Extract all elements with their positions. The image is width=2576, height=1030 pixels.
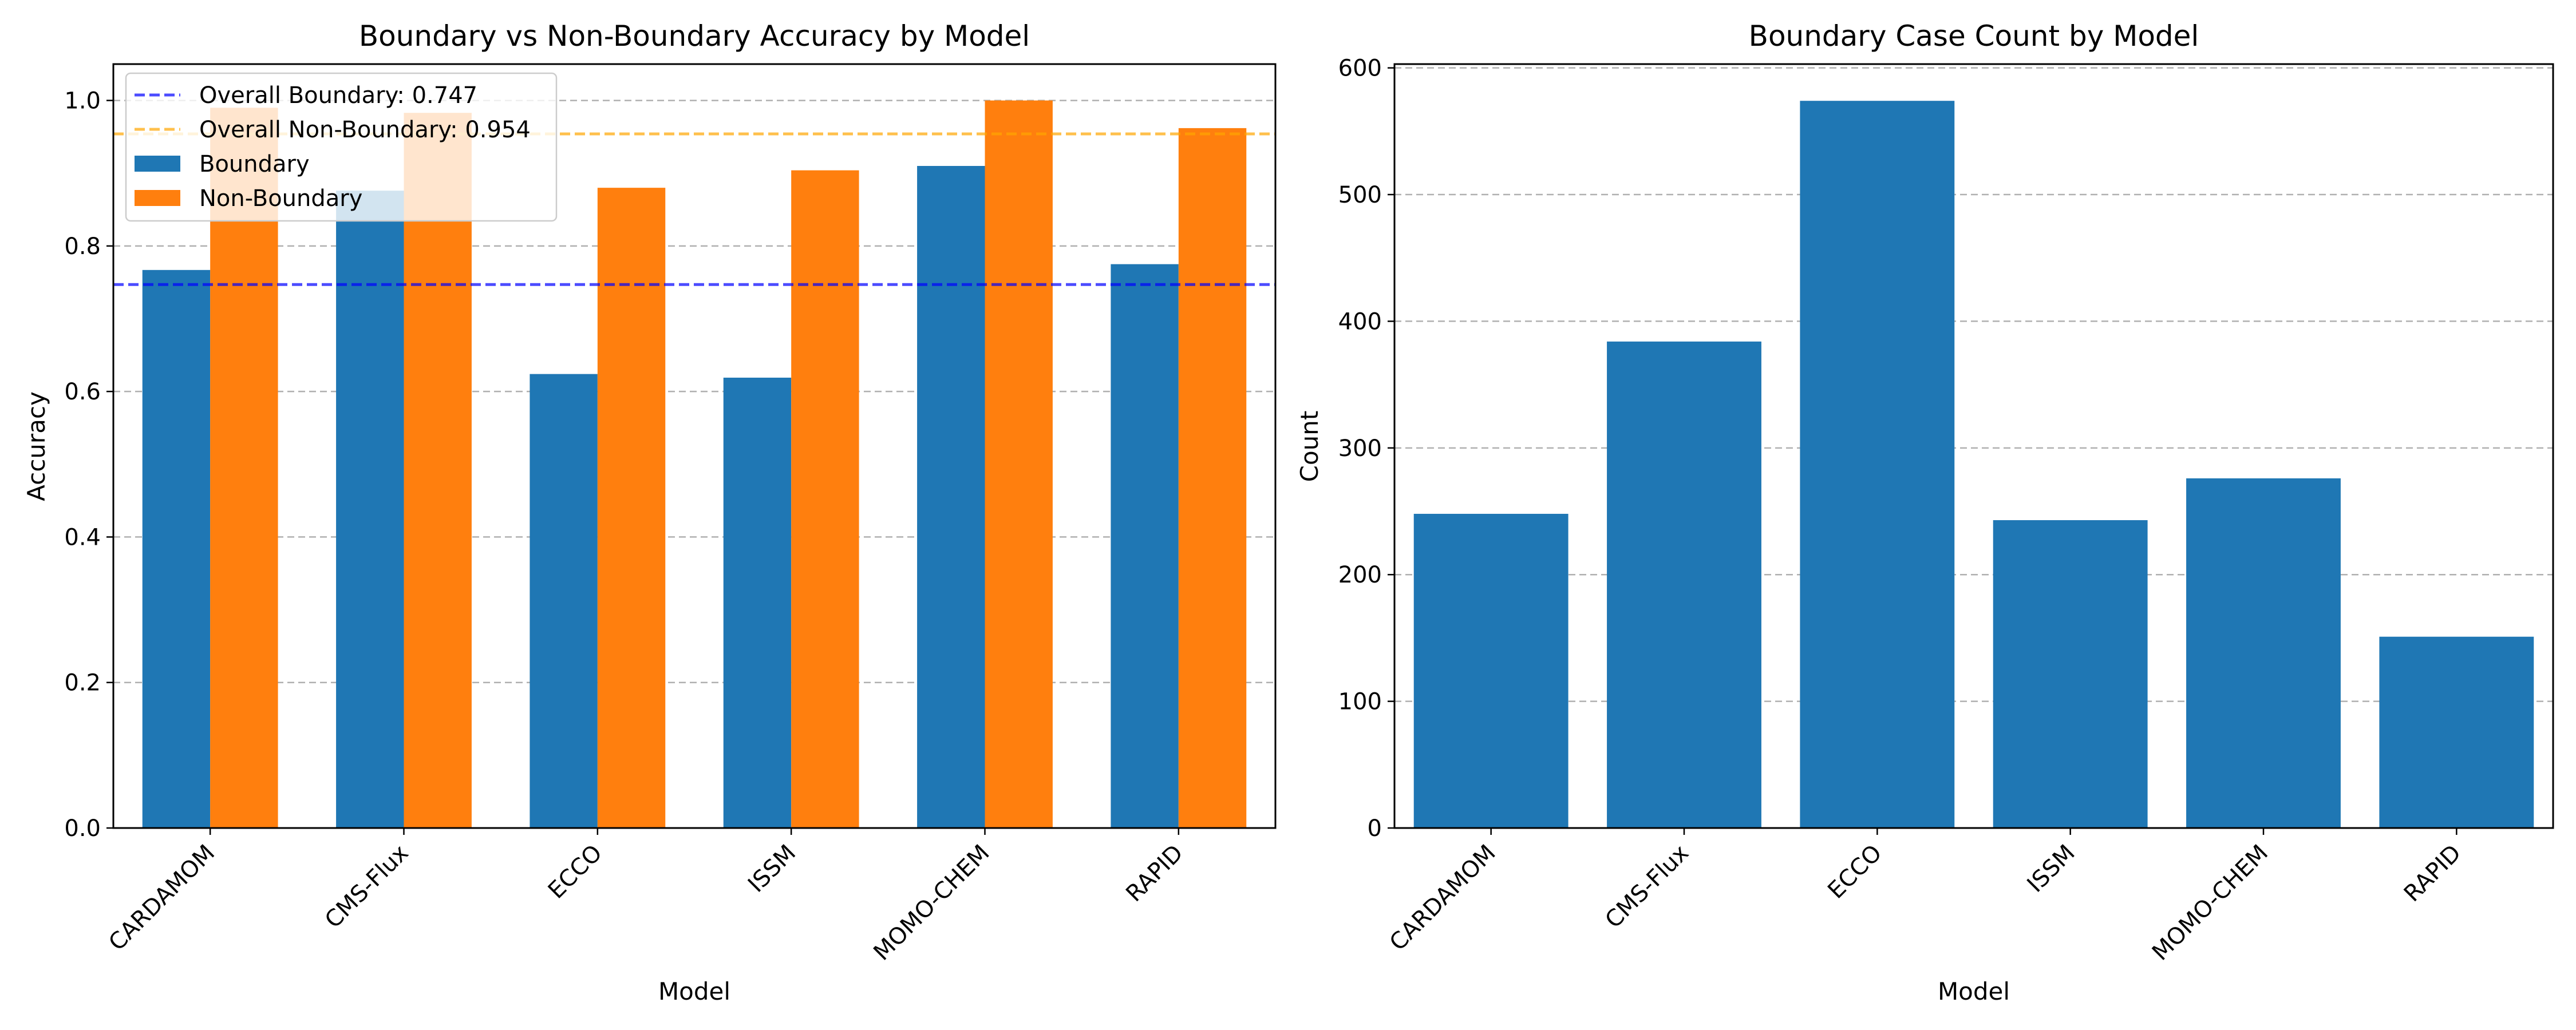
y-tick-label: 300 <box>1338 435 1382 462</box>
y-tick-label: 0.0 <box>64 815 101 842</box>
count-y-axis-label: Count <box>1295 411 1323 482</box>
bar-non-boundary-momo-chem <box>985 100 1053 829</box>
bar-non-boundary-issm <box>791 170 859 829</box>
legend-label: Overall Boundary: 0.747 <box>199 82 477 109</box>
accuracy-chart: 0.00.20.40.60.81.0 CARDAMOM CMS-Flux ECCO I… <box>22 19 1277 1005</box>
bar-boundary-cms-flux <box>336 191 404 829</box>
bar-count-momo-chem <box>2186 478 2341 828</box>
legend-label: Overall Non-Boundary: 0.954 <box>199 117 531 143</box>
y-tick-label: 200 <box>1338 562 1382 588</box>
accuracy-plot-frame <box>112 63 1277 829</box>
bar-count-ecco <box>1800 101 1955 828</box>
legend-box <box>125 72 558 222</box>
accuracy-x-axis-label: Model <box>658 977 730 1005</box>
y-tick-label: 1.0 <box>64 88 101 114</box>
bar-non-boundary-rapid <box>1178 128 1247 828</box>
count-chart-title: Boundary Case Count by Model <box>1749 19 2199 53</box>
bar-boundary-momo-chem <box>917 166 985 828</box>
y-tick-label: 400 <box>1338 308 1382 335</box>
y-tick-label: 0.2 <box>64 670 101 696</box>
accuracy-chart-title: Boundary vs Non-Boundary Accuracy by Mod… <box>359 19 1030 53</box>
y-tick-label: 0.4 <box>64 524 101 550</box>
legend-patch-swatch <box>135 156 180 172</box>
accuracy-y-axis-label: Accuracy <box>22 391 50 501</box>
bar-boundary-rapid <box>1111 264 1179 829</box>
legend-patch-swatch <box>135 190 180 206</box>
count-x-axis-label: Model <box>1938 977 2010 1005</box>
accuracy-y-axis: 0.0 0.2 0.4 0.6 0.8 1.0 <box>64 88 113 842</box>
bar-boundary-ecco <box>530 374 598 828</box>
accuracy-bars <box>142 100 1247 829</box>
y-tick-label: 0 <box>1368 815 1382 842</box>
bar-count-issm <box>1993 520 2148 828</box>
bar-boundary-cardamom <box>142 270 211 828</box>
bar-non-boundary-cms-flux <box>404 113 472 829</box>
bar-count-cms-flux <box>1607 341 1761 828</box>
y-tick-label: 100 <box>1338 689 1382 715</box>
y-tick-label: 0.6 <box>64 379 101 405</box>
count-plot-frame <box>1393 63 2554 829</box>
legend-label: Non-Boundary <box>199 185 362 212</box>
y-tick-label: 0.8 <box>64 233 101 260</box>
y-tick-label: 500 <box>1338 182 1382 208</box>
bar-non-boundary-cardamom <box>210 108 278 828</box>
bar-count-rapid <box>2379 636 2534 828</box>
count-y-axis: 0 100 200 300 400 500 600 <box>1338 56 1394 842</box>
accuracy-legend: Overall Boundary: 0.747 Overall Non-Bound… <box>125 72 558 222</box>
bar-non-boundary-ecco <box>597 188 666 829</box>
legend-label: Boundary <box>199 151 310 177</box>
bar-boundary-issm <box>723 377 792 828</box>
bar-count-cardamom <box>1413 513 1568 828</box>
count-bars <box>1413 101 2534 828</box>
y-tick-label: 600 <box>1338 56 1382 82</box>
